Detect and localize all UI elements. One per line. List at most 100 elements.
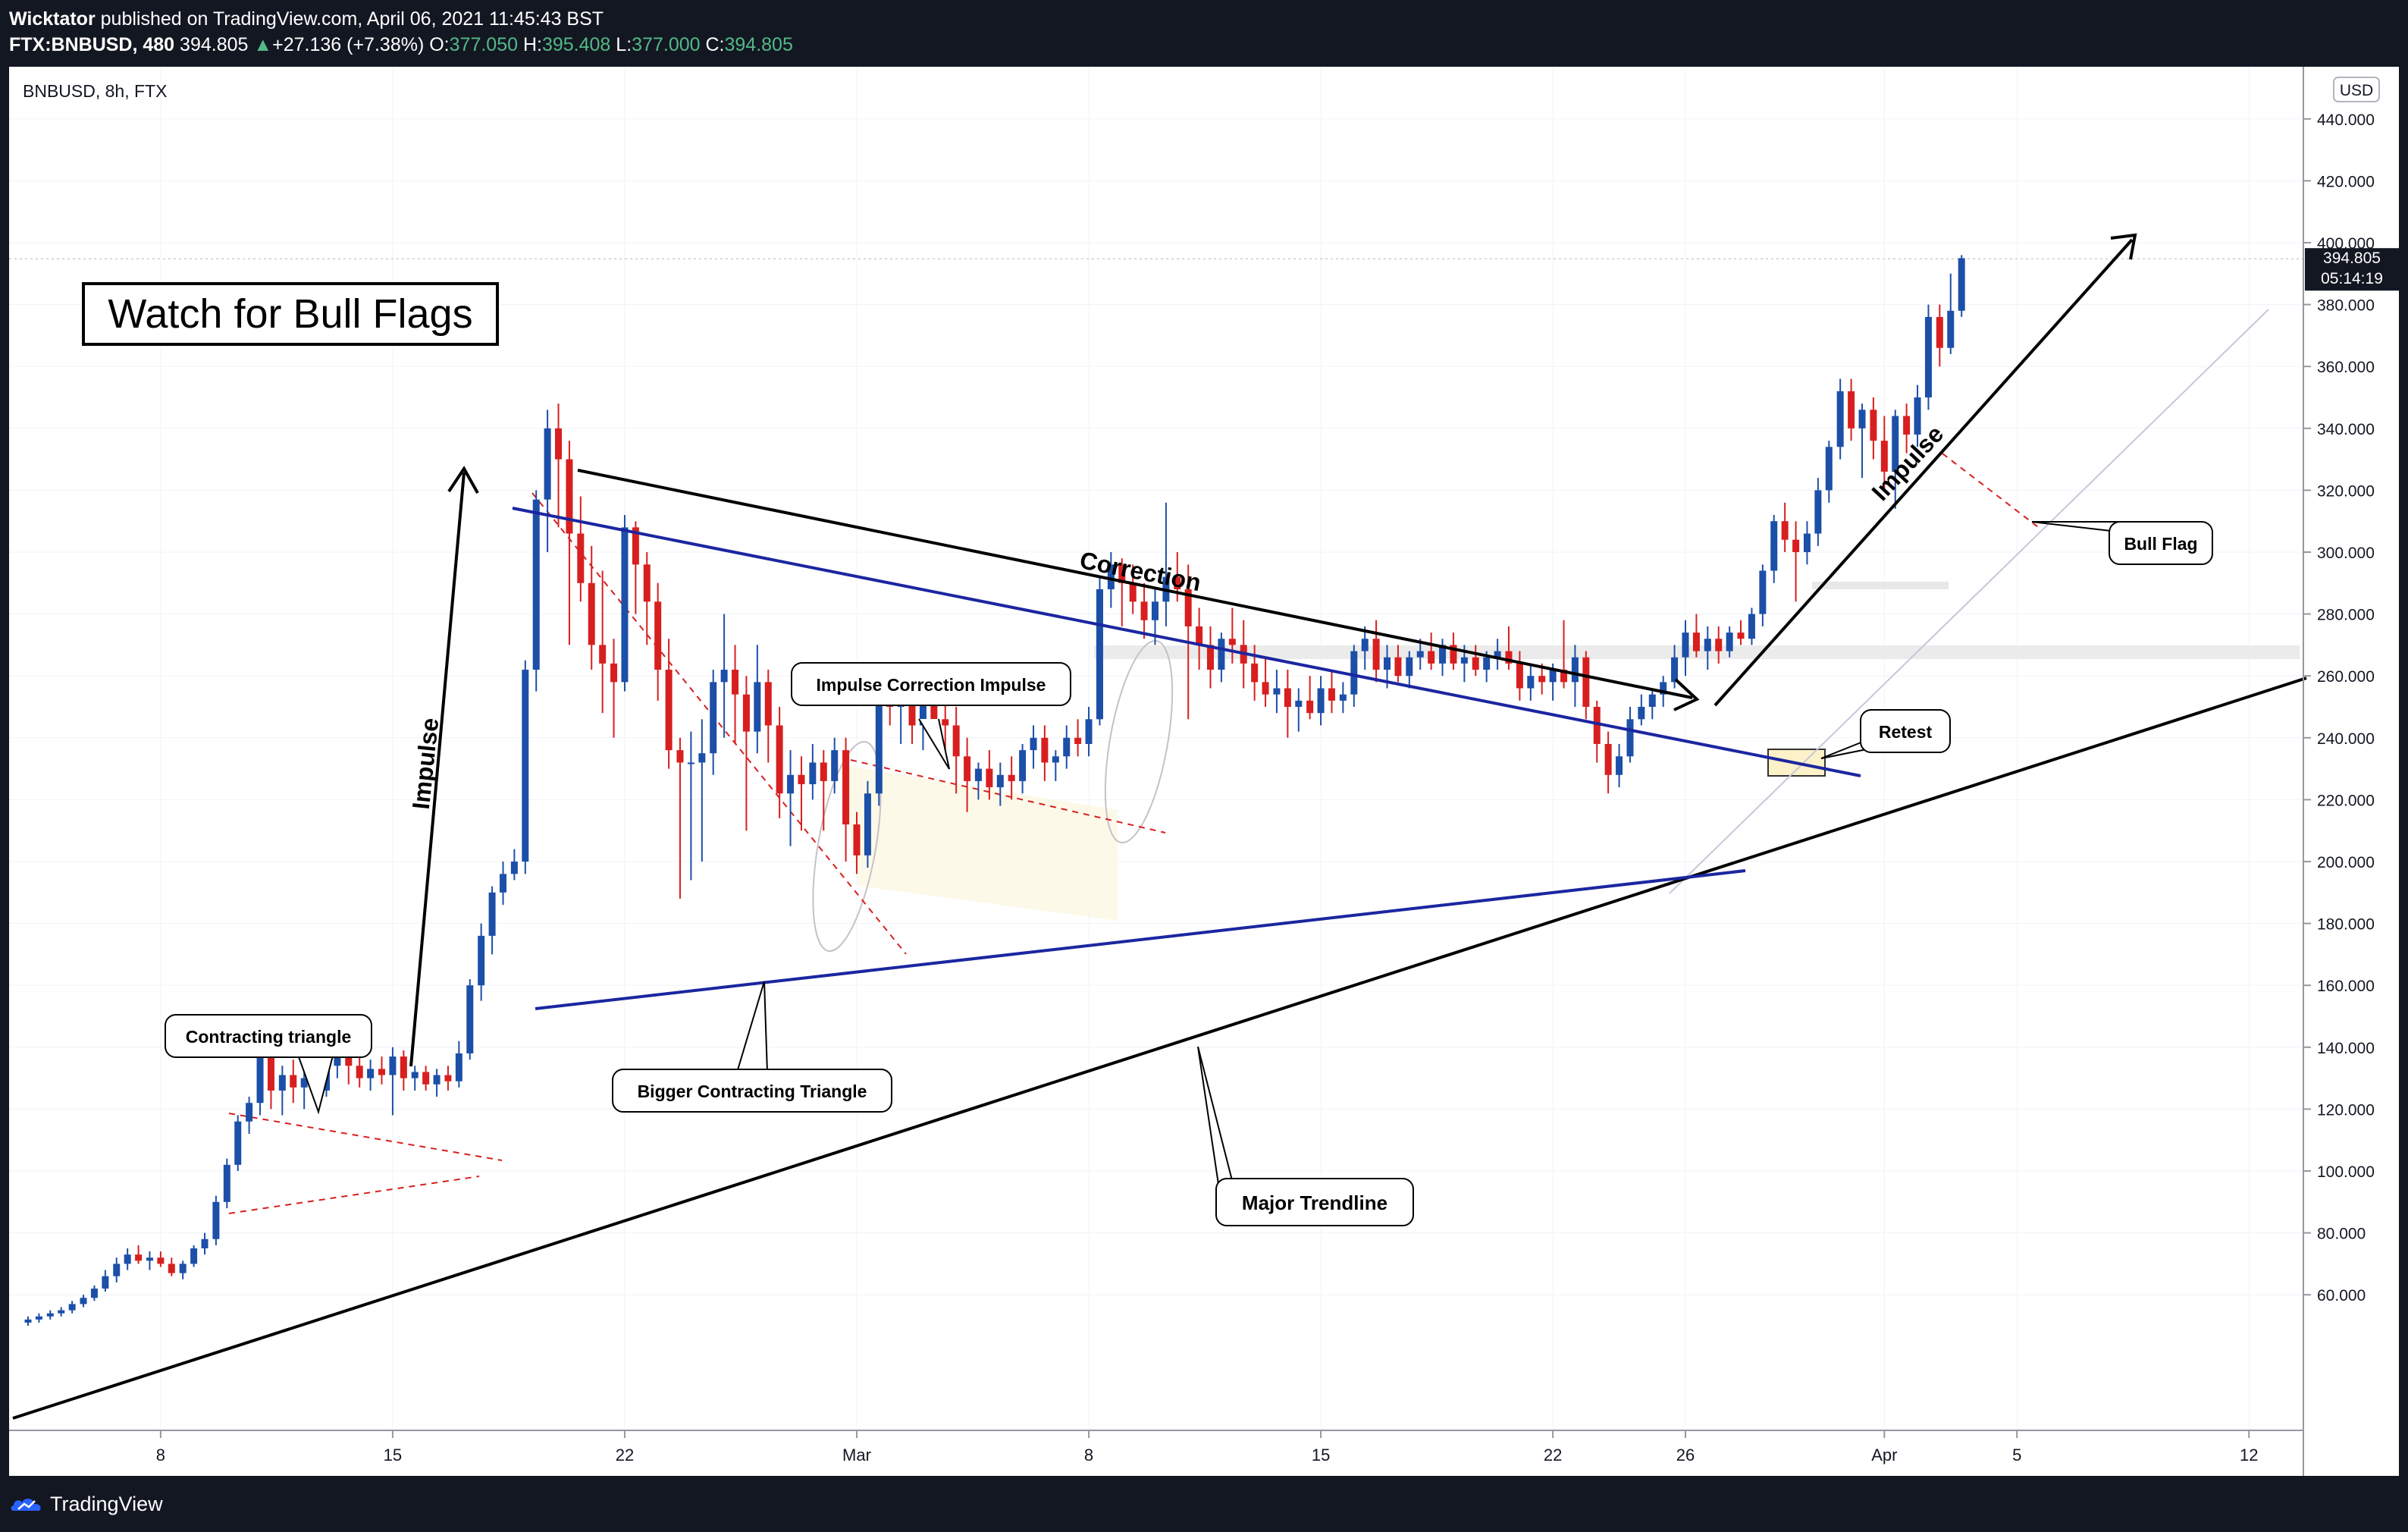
candle <box>1019 743 1027 794</box>
candle-body <box>1737 633 1745 639</box>
candle-body <box>90 1289 98 1298</box>
currency-badge[interactable]: USD <box>2333 77 2380 102</box>
title-box: Watch for Bull Flags <box>82 282 499 346</box>
y-tick-label: 140.000 <box>2317 1040 2375 1057</box>
candle <box>742 676 750 831</box>
candle <box>1527 663 1535 701</box>
candle <box>798 756 805 831</box>
candle-body <box>654 601 662 670</box>
candle <box>1903 403 1911 454</box>
candle <box>478 923 485 1001</box>
candle-body <box>1472 657 1479 670</box>
candle <box>1140 582 1148 639</box>
candle <box>1416 639 1424 670</box>
candle-body <box>996 774 1004 788</box>
ici-label: Impulse Correction Impulse <box>817 675 1046 695</box>
candle <box>234 1115 242 1171</box>
candle-body <box>831 750 839 781</box>
candle-body <box>278 1075 286 1091</box>
last-price: 394.805 <box>180 34 249 55</box>
candle-body <box>577 533 585 583</box>
candle <box>400 1050 407 1091</box>
candle-body <box>1626 719 1634 757</box>
candle-body <box>1174 576 1181 589</box>
candle <box>621 515 629 692</box>
footer: TradingView <box>0 1476 2408 1532</box>
chart-panel[interactable]: Contracting triangle Bigger Contracting … <box>9 67 2399 1476</box>
candle-body <box>798 774 805 784</box>
candle <box>1759 564 1767 626</box>
candle <box>1041 725 1049 781</box>
candle-body <box>1439 645 1447 664</box>
candle-body <box>1030 737 1037 751</box>
candle <box>1538 663 1546 695</box>
candle-body <box>1118 564 1126 583</box>
candle <box>676 737 684 899</box>
major-trendline-pointer <box>1197 1046 1235 1190</box>
candle <box>1063 725 1071 769</box>
candle <box>776 707 783 818</box>
axes-layer: 60.000 80.000 100.000 120.000 140.000 160.000… <box>9 67 2399 1476</box>
candle-body <box>168 1264 175 1273</box>
candle <box>1406 651 1413 689</box>
candle <box>720 614 728 738</box>
candle <box>1671 645 1679 689</box>
bar-countdown: 05:14:19 <box>2321 270 2383 287</box>
candle-body <box>422 1072 430 1085</box>
candle <box>1339 682 1347 714</box>
candle-body <box>1671 657 1679 683</box>
candle-body <box>223 1164 230 1202</box>
candle <box>610 639 618 738</box>
candle-body <box>1295 700 1303 707</box>
candle <box>732 645 739 744</box>
candle <box>58 1307 65 1317</box>
candle-body <box>1825 447 1833 491</box>
candle <box>522 660 529 874</box>
candle-body <box>68 1304 76 1311</box>
candle <box>488 886 496 955</box>
dashed-downtrend <box>531 492 907 955</box>
candle <box>1030 725 1037 769</box>
candle <box>1792 521 1800 602</box>
candle-body <box>1648 694 1656 707</box>
candle-body <box>964 756 971 781</box>
candle <box>1936 304 1943 367</box>
candle-body <box>588 582 595 645</box>
candle-body <box>919 700 927 726</box>
candle <box>1648 688 1656 720</box>
candle-body <box>1958 258 1965 311</box>
low-value: 377.000 <box>632 34 701 55</box>
candle <box>1604 731 1612 794</box>
candle-body <box>102 1276 109 1289</box>
candle <box>754 645 761 754</box>
candle <box>1825 441 1833 503</box>
candle <box>842 737 850 862</box>
candle-body <box>1505 651 1513 664</box>
author-name[interactable]: Wicktator <box>9 8 96 30</box>
candle <box>566 441 573 645</box>
candle <box>1638 694 1645 726</box>
candle <box>500 862 507 906</box>
candle <box>1726 626 1733 658</box>
high-label: H: <box>522 34 542 55</box>
candle-body <box>367 1069 375 1078</box>
triangle-top-line <box>228 1113 503 1161</box>
price-chart[interactable]: Contracting triangle Bigger Contracting … <box>9 67 2399 1476</box>
candle <box>1428 633 1435 670</box>
footer-brand[interactable]: TradingView <box>50 1493 163 1515</box>
candle <box>300 1072 308 1110</box>
candle <box>1593 700 1601 763</box>
candle-body <box>444 1075 452 1082</box>
channel-line <box>1669 309 2269 894</box>
candle-body <box>1206 645 1214 670</box>
candle <box>1218 633 1225 683</box>
candle-body <box>1936 316 1943 348</box>
candle-body <box>1814 490 1822 534</box>
candle-body <box>787 774 795 794</box>
candle <box>1924 304 1932 410</box>
candle-body <box>1692 633 1700 651</box>
candle-body <box>256 1028 264 1103</box>
tradingview-logo-icon[interactable] <box>9 1493 45 1515</box>
high-value: 395.408 <box>541 34 611 55</box>
contracting-triangle-pointer <box>296 1052 334 1115</box>
